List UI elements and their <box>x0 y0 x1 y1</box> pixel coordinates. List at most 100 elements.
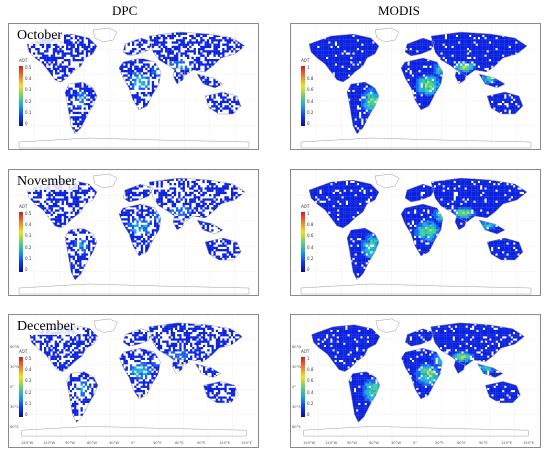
colorbar-tick-label: 0.4 <box>307 245 313 250</box>
colorbar-tick-label: 0.4 <box>25 223 31 227</box>
colorbar-tick-label: 0.2 <box>25 245 31 250</box>
lon-tick-label: 150°W <box>21 441 33 445</box>
colorbar-tick-label: 0.4 <box>25 368 31 372</box>
colorbar-title: AOT <box>19 349 27 354</box>
colorbar-title: AOT <box>301 58 309 63</box>
lon-tick-label: 120°E <box>501 441 512 445</box>
colorbar-gradient <box>19 357 23 417</box>
lon-tick-label: 120°W <box>43 441 55 445</box>
lon-tick-label: 120°W <box>325 441 337 445</box>
lon-tick-label: 60°W <box>87 441 97 445</box>
lon-tick-label: 60°W <box>369 441 379 445</box>
colorbar-tick-label: 0.4 <box>307 390 313 395</box>
lon-tick-label: 120°E <box>219 441 230 445</box>
colorbar-gradient <box>19 66 23 126</box>
colorbar-tick-label: 0.5 <box>25 66 31 70</box>
colorbar-gradient <box>301 66 305 126</box>
lat-tick-label: 60°S <box>292 425 301 429</box>
colorbar-tick-label: 0 <box>307 122 310 126</box>
colorbar-title: AOT <box>301 204 309 209</box>
lon-tick-label: 150°E <box>523 441 534 445</box>
lon-tick-label: 150°E <box>241 441 252 445</box>
lon-tick-label: 0° <box>131 441 135 445</box>
lon-tick-label: 30°E <box>153 441 162 445</box>
panel-modis-november: AOT 1 0.8 0.6 0.4 0.2 0 <box>290 169 541 296</box>
lat-tick-label: 30°N <box>292 365 301 369</box>
colorbar-tick-label: 0.4 <box>25 77 31 81</box>
lat-tick-label: 0° <box>292 385 296 389</box>
colorbar-tick-label: 1 <box>307 66 310 70</box>
colorbar-tick-label: 0.1 <box>25 401 31 406</box>
colorbar: AOT 0.5 0.4 0.3 0.2 0.1 0 <box>19 204 41 272</box>
panel-modis-december: AOT 1 0.8 0.6 0.4 0.2 0 150°W 120°W 90°W 60°W 30°W… <box>290 314 541 448</box>
colorbar-tick-label: 0.1 <box>25 256 31 261</box>
colorbar-tick-label: 0 <box>307 413 310 417</box>
colorbar-tick-label: 0.5 <box>25 212 31 216</box>
month-label: October <box>15 28 65 44</box>
panel-dpc-november: November AOT 0.5 0.4 0.3 0.2 0.1 0 <box>8 169 259 296</box>
colorbar-tick-label: 0.2 <box>307 401 313 406</box>
colorbar-tick-label: 0.8 <box>307 77 313 81</box>
lat-tick-label: 60°N <box>292 345 301 349</box>
colorbar-tick-label: 0 <box>25 122 28 126</box>
colorbar: AOT 0.5 0.4 0.3 0.2 0.1 0 <box>19 58 41 126</box>
colorbar-tick-label: 0.3 <box>25 234 31 238</box>
colorbar: AOT 1 0.8 0.6 0.4 0.2 0 <box>301 204 323 272</box>
colorbar-tick-label: 0.3 <box>25 379 31 383</box>
colorbar-title: AOT <box>19 58 27 63</box>
colorbar-tick-label: 0.6 <box>307 234 313 238</box>
lat-tick-label: 60°S <box>10 425 19 429</box>
world-map <box>9 170 258 295</box>
lon-tick-label: 30°W <box>391 441 401 445</box>
panel-dpc-december: December AOT 0.5 0.4 0.3 0.2 0.1 0 150°W 120°W 9… <box>8 314 259 448</box>
colorbar-tick-label: 0.2 <box>307 110 313 115</box>
colorbar-tick-label: 0.2 <box>307 256 313 261</box>
lon-tick-label: 150°W <box>303 441 315 445</box>
colorbar-tick-label: 0.6 <box>307 379 313 383</box>
colorbar-tick-label: 0.4 <box>307 99 313 104</box>
lon-tick-label: 90°E <box>479 441 488 445</box>
lat-tick-label: 30°N <box>10 365 19 369</box>
lon-tick-label: 90°E <box>197 441 206 445</box>
world-map <box>11 315 258 439</box>
colorbar-tick-label: 0.1 <box>25 110 31 115</box>
lon-tick-label: 30°E <box>435 441 444 445</box>
modis-column-title: MODIS <box>378 3 420 19</box>
lon-tick-label: 0° <box>413 441 417 445</box>
colorbar-gradient <box>301 357 305 417</box>
colorbar-tick-label: 0.3 <box>25 88 31 92</box>
lat-tick-label: 30°S <box>292 405 301 409</box>
world-map <box>291 170 540 295</box>
lat-tick-label: 0° <box>10 385 14 389</box>
panel-modis-october: AOT 1 0.8 0.6 0.4 0.2 0 <box>290 23 541 150</box>
colorbar-tick-label: 0.2 <box>25 99 31 104</box>
world-map <box>9 24 258 149</box>
colorbar-title: AOT <box>19 204 27 209</box>
world-map <box>293 315 540 439</box>
month-label: December <box>15 319 77 335</box>
colorbar-gradient <box>301 212 305 272</box>
month-label: November <box>15 174 79 190</box>
colorbar-tick-label: 0.2 <box>25 390 31 395</box>
lon-tick-label: 30°W <box>109 441 119 445</box>
colorbar-tick-label: 0 <box>307 268 310 272</box>
colorbar: AOT 0.5 0.4 0.3 0.2 0.1 0 <box>19 349 41 417</box>
colorbar-tick-label: 0.8 <box>307 223 313 227</box>
lon-tick-label: 90°W <box>65 441 75 445</box>
colorbar-tick-label: 0 <box>25 268 28 272</box>
colorbar-tick-label: 1 <box>307 357 310 361</box>
lat-tick-label: 30°S <box>10 405 19 409</box>
colorbar-tick-label: 0 <box>25 413 28 417</box>
colorbar: AOT 1 0.8 0.6 0.4 0.2 0 <box>301 349 323 417</box>
lon-tick-label: 60°E <box>175 441 184 445</box>
lat-tick-label: 60°N <box>10 345 19 349</box>
colorbar-tick-label: 0.5 <box>25 357 31 361</box>
colorbar-gradient <box>19 212 23 272</box>
colorbar: AOT 1 0.8 0.6 0.4 0.2 0 <box>301 58 323 126</box>
colorbar-title: AOT <box>301 349 309 354</box>
lon-tick-label: 90°W <box>347 441 357 445</box>
colorbar-tick-label: 0.6 <box>307 88 313 92</box>
colorbar-tick-label: 0.8 <box>307 368 313 372</box>
lon-tick-label: 60°E <box>457 441 466 445</box>
world-map <box>291 24 540 149</box>
